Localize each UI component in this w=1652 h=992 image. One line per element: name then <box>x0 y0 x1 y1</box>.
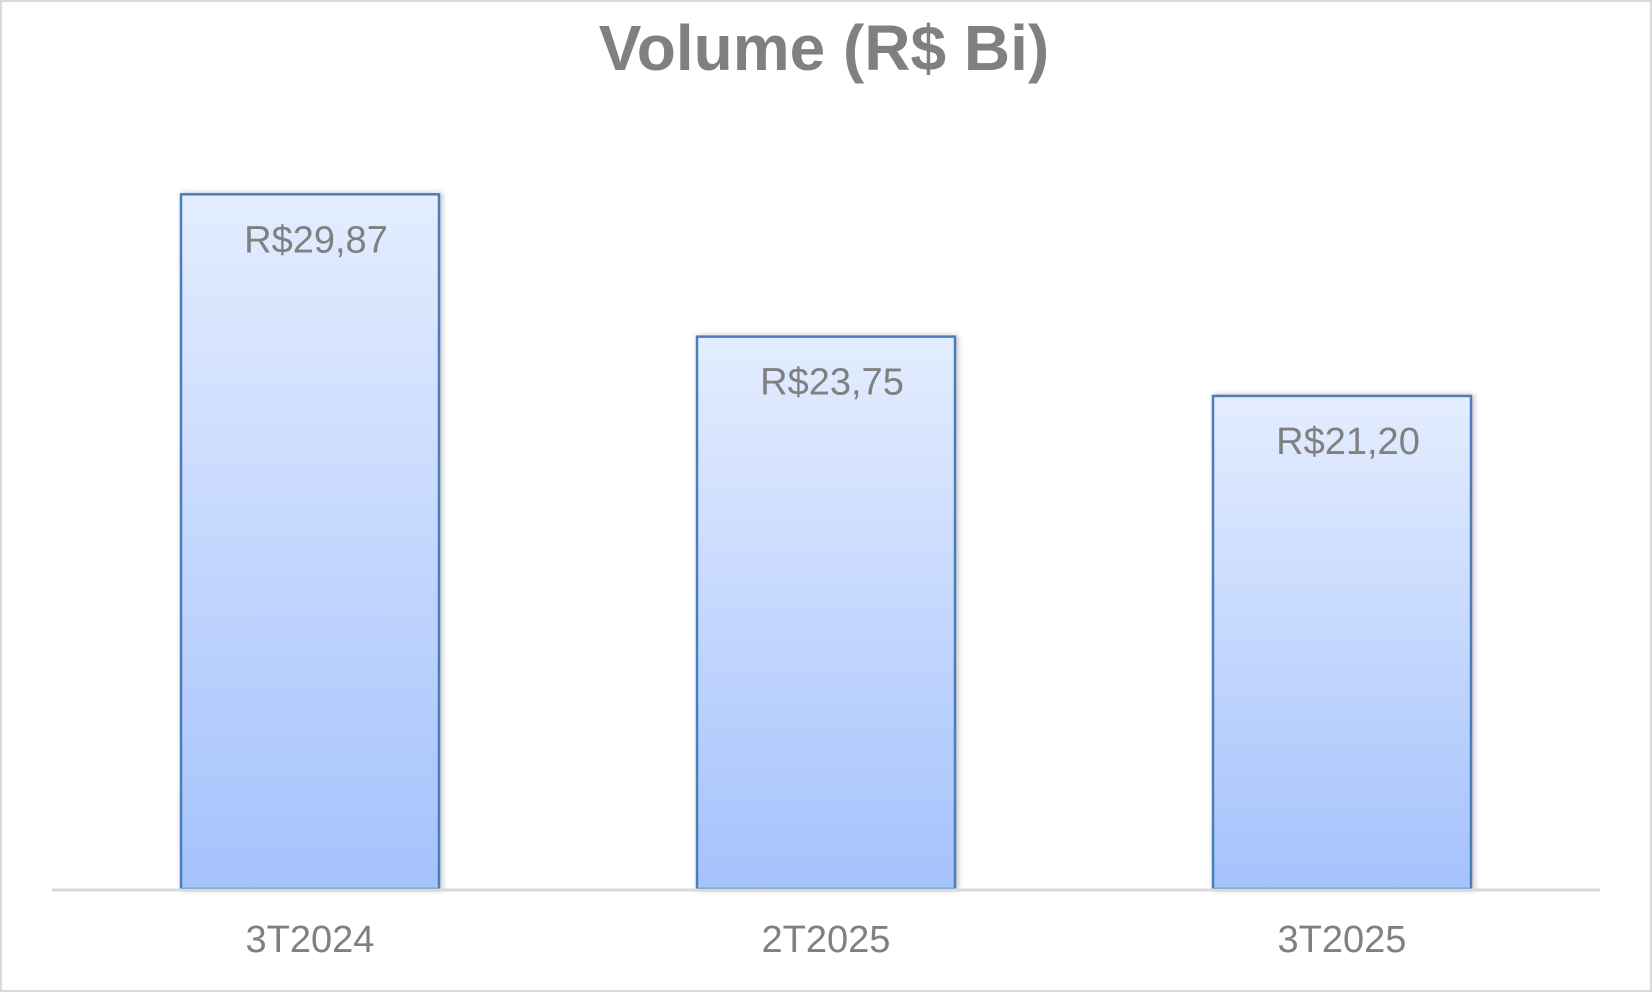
bar-3T2024 <box>179 193 441 891</box>
bar-3T2025 <box>1211 394 1473 891</box>
bars-layer <box>179 193 1473 891</box>
category-label-3T2025: 3T2025 <box>1278 919 1407 961</box>
category-label-2T2025: 2T2025 <box>762 919 891 961</box>
category-label-3T2024: 3T2024 <box>246 919 375 961</box>
data-label-3T2024: R$29,87 <box>244 219 388 261</box>
chart-title: Volume (R$ Bi) <box>598 12 1050 84</box>
labels-layer: R$29,87 3T2024 R$23,75 2T2025 R$21,20 3T2025 <box>244 219 1420 961</box>
data-label-3T2025: R$21,20 <box>1276 421 1420 463</box>
bar-2T2025 <box>695 335 957 891</box>
data-label-2T2025: R$23,75 <box>760 362 904 404</box>
